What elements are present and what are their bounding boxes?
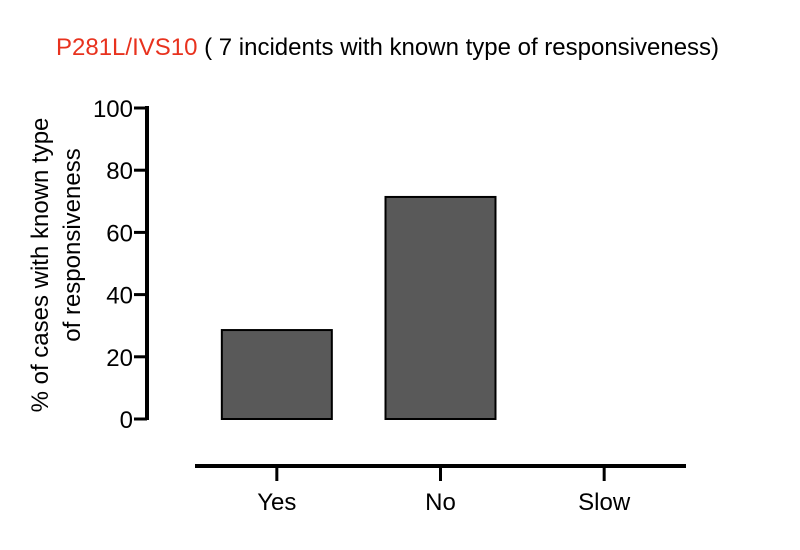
chart-title: P281L/IVS10 ( 7 incidents with known typ… <box>56 34 719 62</box>
y-axis-title-line2: of responsiveness <box>59 148 86 341</box>
bar-yes <box>220 329 333 420</box>
y-tick-label: 100 <box>93 96 133 123</box>
y-tick-label: 80 <box>106 158 133 185</box>
y-axis-title: % of cases with known type of responsive… <box>27 118 86 413</box>
chart-title-rest: ( 7 incidents with known type of respons… <box>197 34 720 61</box>
chart-title-highlight: P281L/IVS10 <box>56 34 198 61</box>
y-axis-title-line1: % of cases with known type <box>27 118 54 413</box>
y-tick-label: 40 <box>106 283 133 310</box>
y-tick-label: 20 <box>106 345 133 372</box>
x-tick-label-no: No <box>425 489 456 516</box>
y-tick-label: 0 <box>120 407 133 434</box>
x-tick-label-slow: Slow <box>578 489 631 516</box>
y-tick-label: 60 <box>106 220 133 247</box>
bar-no <box>384 195 497 420</box>
x-tick-label-yes: Yes <box>257 489 296 516</box>
